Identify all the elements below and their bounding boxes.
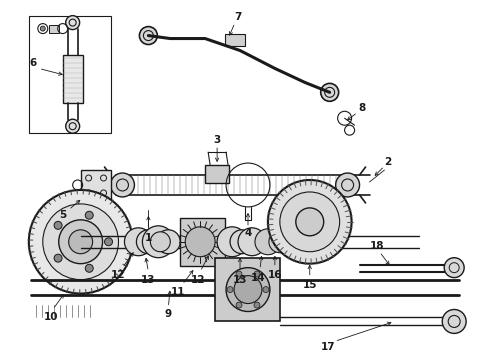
Circle shape	[236, 271, 242, 277]
Circle shape	[269, 231, 291, 253]
Text: 3: 3	[214, 135, 220, 145]
Text: 2: 2	[384, 157, 391, 167]
Circle shape	[280, 192, 340, 252]
Text: 11: 11	[171, 287, 186, 297]
Text: 1: 1	[145, 233, 152, 243]
Bar	[81, 170, 111, 200]
Circle shape	[255, 229, 281, 255]
Circle shape	[111, 173, 134, 197]
Circle shape	[156, 230, 180, 254]
Circle shape	[66, 119, 80, 133]
Text: 5: 5	[59, 210, 66, 220]
Circle shape	[296, 208, 324, 236]
Circle shape	[85, 264, 93, 272]
Text: 13: 13	[141, 275, 156, 285]
Circle shape	[104, 238, 113, 246]
Circle shape	[140, 27, 157, 45]
Text: 6: 6	[29, 58, 36, 68]
Text: 8: 8	[358, 103, 365, 113]
Circle shape	[238, 228, 266, 256]
Circle shape	[442, 310, 466, 333]
Text: 4: 4	[245, 228, 252, 238]
Text: 9: 9	[165, 310, 172, 319]
Circle shape	[230, 230, 254, 254]
Circle shape	[236, 302, 242, 308]
Text: 16: 16	[268, 270, 282, 280]
Circle shape	[227, 287, 233, 293]
Bar	[49, 24, 59, 32]
Bar	[63, 55, 83, 103]
Circle shape	[263, 287, 269, 293]
Circle shape	[254, 302, 260, 308]
Text: 13: 13	[233, 275, 247, 285]
Circle shape	[234, 276, 262, 303]
Circle shape	[43, 204, 119, 280]
Circle shape	[85, 211, 93, 219]
Circle shape	[54, 254, 62, 262]
Text: 17: 17	[320, 342, 335, 352]
Circle shape	[66, 15, 80, 30]
Text: 12: 12	[191, 275, 205, 285]
Text: 18: 18	[370, 241, 385, 251]
Circle shape	[124, 228, 152, 256]
Circle shape	[336, 173, 360, 197]
Circle shape	[185, 227, 215, 257]
Circle shape	[29, 190, 132, 293]
Circle shape	[54, 221, 62, 229]
Bar	[225, 33, 245, 45]
Bar	[205, 165, 229, 183]
Bar	[215, 258, 280, 321]
Circle shape	[69, 230, 93, 254]
Circle shape	[40, 26, 45, 31]
Circle shape	[226, 268, 270, 311]
Bar	[180, 218, 225, 266]
Circle shape	[217, 227, 247, 257]
Circle shape	[59, 220, 102, 264]
Text: 10: 10	[44, 312, 58, 323]
Bar	[29, 15, 111, 133]
Circle shape	[268, 180, 352, 264]
Circle shape	[143, 226, 174, 258]
Text: 12: 12	[111, 270, 126, 280]
Text: 14: 14	[251, 273, 265, 283]
Circle shape	[136, 230, 160, 254]
Circle shape	[321, 84, 339, 101]
Text: 15: 15	[302, 280, 317, 289]
Circle shape	[254, 271, 260, 277]
Circle shape	[444, 258, 464, 278]
Circle shape	[150, 232, 171, 252]
Text: 7: 7	[234, 12, 242, 22]
